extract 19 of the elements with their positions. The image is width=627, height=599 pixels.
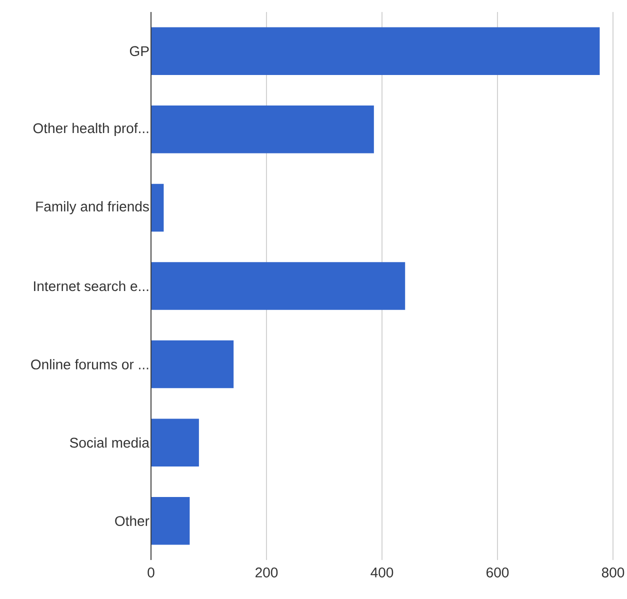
bar [151,27,600,76]
y-tick-label: Family and friends [36,201,149,214]
bar [151,262,406,310]
y-tick-label: Other [115,516,150,526]
y-tick-label: GP [130,46,149,56]
bar [151,340,234,388]
bar [151,418,199,466]
y-tick-label: Internet search e... [34,280,148,292]
y-tick-label: Online forums or ... [31,359,148,370]
x-tick-label: 600 [486,568,509,578]
x-tick-label: 0 [148,568,154,578]
y-tick-label: Other health prof... [33,122,148,136]
x-tick-label: 200 [256,568,278,578]
x-tick-label: 400 [370,568,394,578]
x-tick-label: 800 [602,568,624,578]
bar [151,106,374,154]
bar [151,184,164,232]
y-tick-label: Social media [70,437,150,448]
bar [151,496,190,545]
